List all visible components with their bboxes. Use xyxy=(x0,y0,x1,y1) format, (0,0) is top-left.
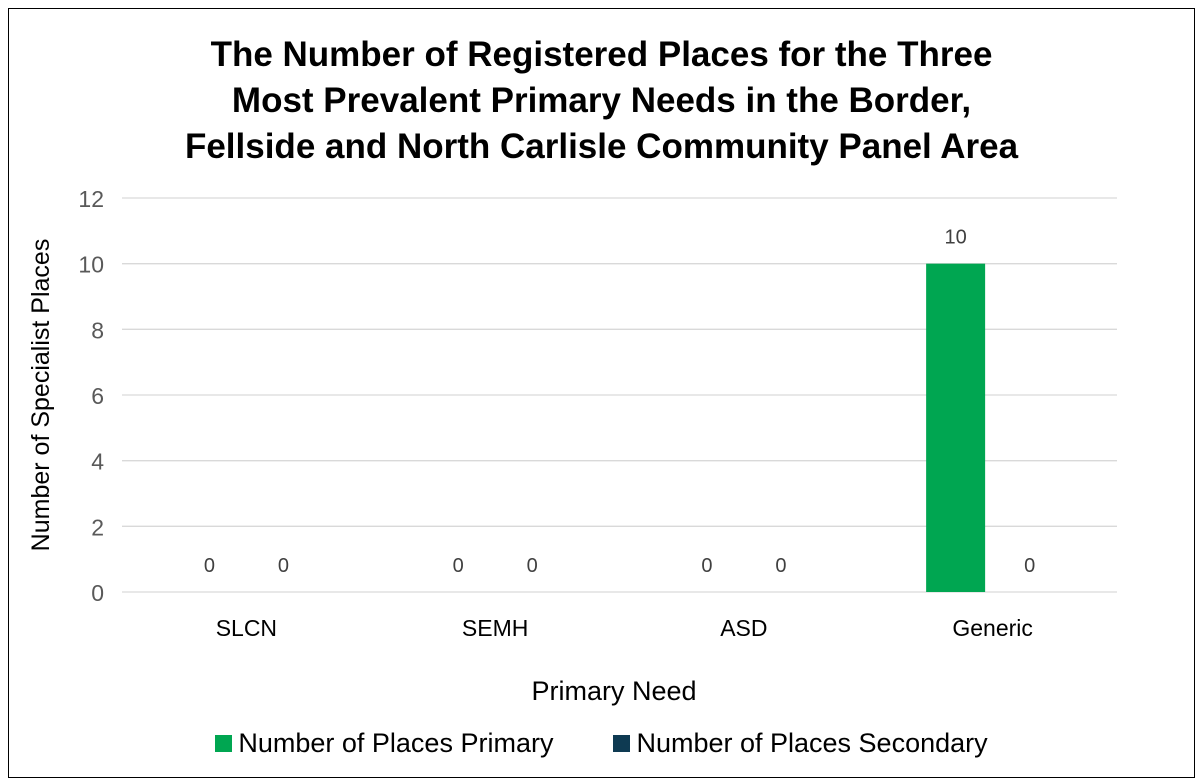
bar-generic-series-0 xyxy=(926,263,986,592)
data-label: 0 xyxy=(204,555,215,577)
bars xyxy=(926,263,986,592)
legend-label-primary: Number of Places Primary xyxy=(238,728,554,758)
chart-title: The Number of Registered Places for the … xyxy=(0,32,1203,170)
data-label: 0 xyxy=(701,555,712,577)
legend-item-primary: Number of Places Primary xyxy=(215,728,553,759)
data-labels: 0 0 0 0 0 0 10 0 xyxy=(204,227,1035,577)
x-tick-label: SEMH xyxy=(462,615,528,641)
y-tick-label: 12 xyxy=(78,186,104,212)
legend-swatch-secondary xyxy=(613,735,631,752)
data-label: 0 xyxy=(775,555,786,577)
legend-label-secondary: Number of Places Secondary xyxy=(636,728,988,758)
y-tick-label: 6 xyxy=(91,383,104,409)
y-axis-title: Number of Specialist Places xyxy=(27,239,55,552)
legend-swatch-primary xyxy=(215,735,233,752)
y-tick-label: 8 xyxy=(91,317,104,343)
y-tick-label: 4 xyxy=(91,449,104,475)
chart-title-line-3: Fellside and North Carlisle Community Pa… xyxy=(184,127,1019,166)
legend-item-secondary: Number of Places Secondary xyxy=(613,728,988,759)
data-label: 10 xyxy=(945,227,967,249)
chart-title-line-2: Most Prevalent Primary Needs in the Bord… xyxy=(231,81,972,120)
x-tick-label: SLCN xyxy=(216,615,277,641)
x-axis-title: Primary Need xyxy=(531,676,696,706)
chart-title-line-1: The Number of Registered Places for the … xyxy=(210,35,993,74)
y-axis-ticks: 0 2 4 6 8 10 12 xyxy=(78,186,104,606)
legend: Number of Places Primary Number of Place… xyxy=(0,728,1203,759)
data-label: 0 xyxy=(278,555,289,577)
data-label: 0 xyxy=(453,555,464,577)
data-label: 0 xyxy=(1024,555,1035,577)
x-tick-label: Generic xyxy=(952,615,1033,641)
y-tick-label: 10 xyxy=(78,252,104,278)
y-tick-label: 2 xyxy=(91,514,104,540)
chart-frame xyxy=(8,8,1195,778)
x-axis-ticks: SLCN SEMH ASD Generic xyxy=(216,615,1033,641)
x-tick-label: ASD xyxy=(720,615,767,641)
y-tick-label: 0 xyxy=(91,580,104,606)
data-label: 0 xyxy=(527,555,538,577)
